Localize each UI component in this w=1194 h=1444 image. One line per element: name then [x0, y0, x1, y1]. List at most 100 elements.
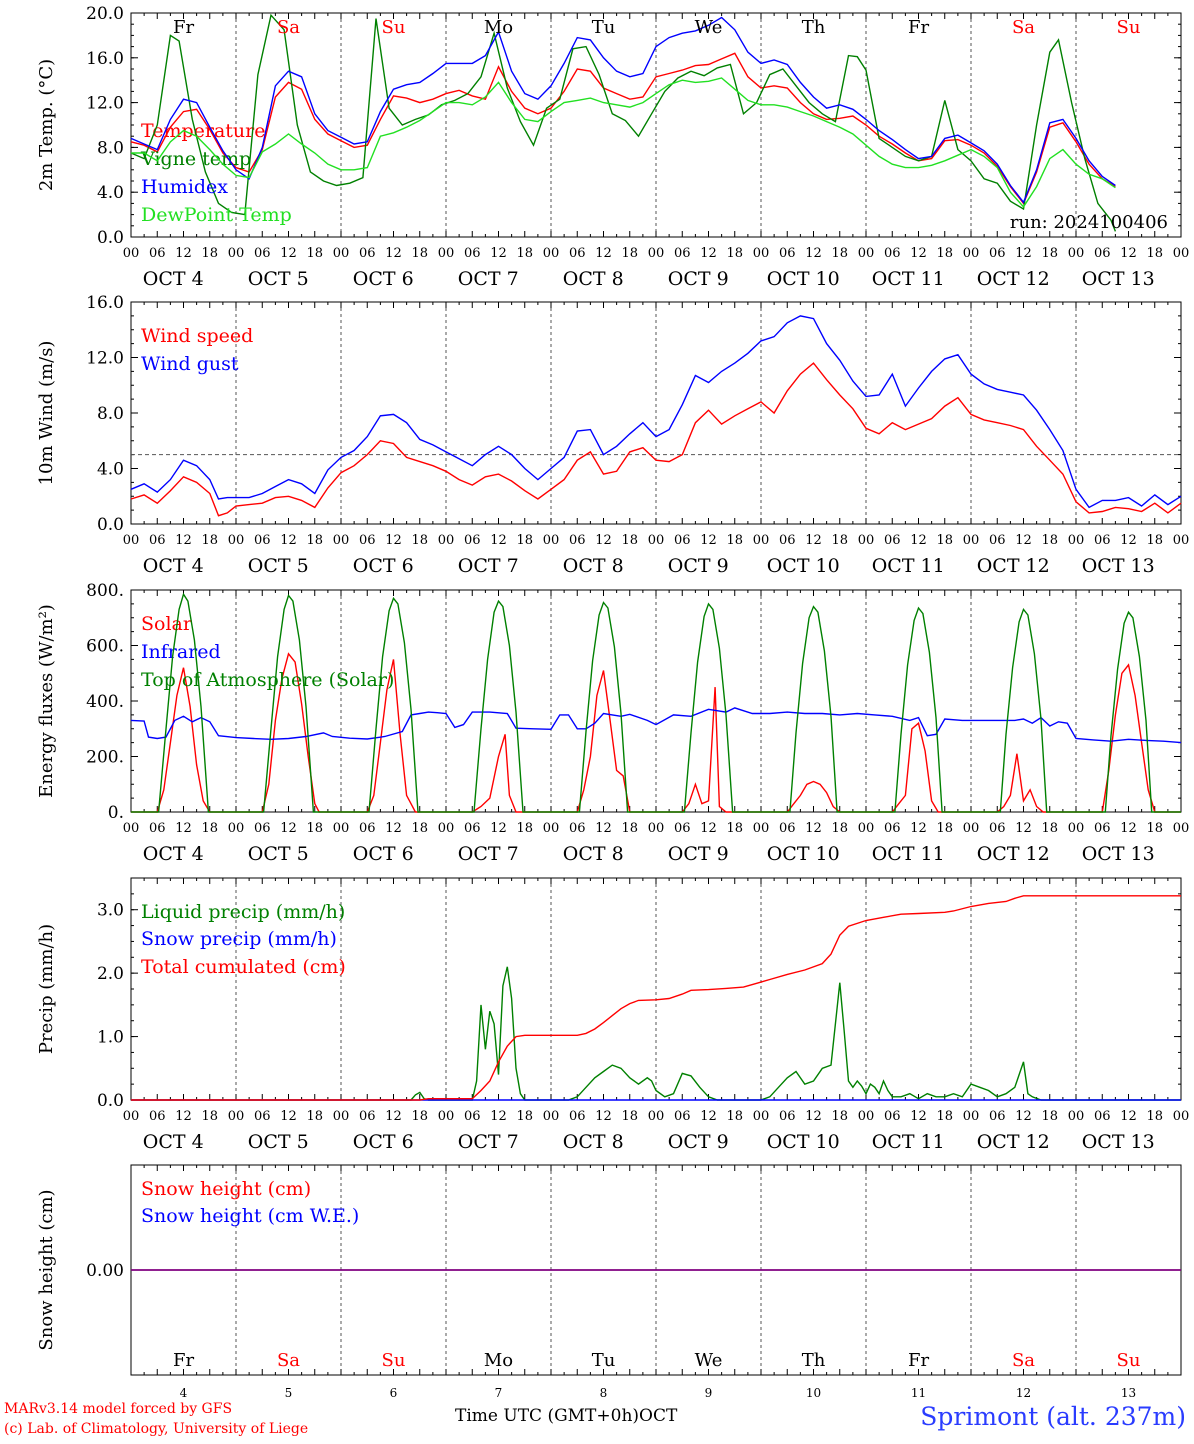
y-tick-label: 3.0	[97, 901, 124, 921]
y-tick-label: 20.0	[86, 4, 124, 24]
date-label: OCT 10	[767, 268, 840, 290]
hour-label: 00	[123, 246, 140, 261]
credit-model: MARv3.14 model forced by GFS	[4, 1401, 233, 1417]
hour-label: 06	[149, 533, 166, 548]
legend-entry: Liquid precip (mm/h)	[141, 901, 345, 923]
day-name: Sa	[1012, 1350, 1035, 1371]
hour-label: 12	[490, 1109, 507, 1124]
hour-label: 12	[1015, 821, 1032, 836]
date-label: OCT 10	[767, 555, 840, 577]
hour-label: 12	[1120, 821, 1137, 836]
hour-label: 06	[359, 533, 376, 548]
hour-label: 12	[805, 821, 822, 836]
hour-label: 18	[726, 533, 743, 548]
date-label: OCT 13	[1082, 843, 1155, 865]
hour-label: 18	[516, 821, 533, 836]
hour-label: 06	[1094, 821, 1111, 836]
day-number: 10	[806, 1386, 821, 1400]
hour-label: 18	[1146, 533, 1163, 548]
hour-label: 12	[805, 1109, 822, 1124]
hour-label: 18	[306, 821, 323, 836]
day-name: Fr	[908, 17, 929, 38]
date-label: OCT 5	[248, 843, 309, 865]
day-name: Fr	[173, 17, 194, 38]
day-name: We	[695, 1350, 723, 1371]
hour-label: 12	[490, 246, 507, 261]
date-label: OCT 12	[977, 555, 1050, 577]
hour-label: 12	[175, 246, 192, 261]
hour-label: 18	[936, 246, 953, 261]
hour-label: 00	[858, 246, 875, 261]
legend-entry: Wind speed	[141, 325, 253, 347]
day-number: 4	[180, 1386, 188, 1400]
hour-label: 12	[700, 533, 717, 548]
legend-entry: Snow height (cm W.E.)	[141, 1205, 359, 1227]
hour-label: 12	[1120, 1109, 1137, 1124]
hour-label: 06	[884, 246, 901, 261]
hour-label: 12	[280, 821, 297, 836]
date-label: OCT 8	[563, 1131, 624, 1153]
date-label: OCT 7	[458, 555, 519, 577]
legend-entry: DewPoint Temp	[141, 204, 292, 226]
hour-label: 06	[884, 821, 901, 836]
hour-label: 00	[1068, 821, 1085, 836]
hour-label: 06	[674, 1109, 691, 1124]
hour-label: 06	[674, 821, 691, 836]
hour-label: 00	[1068, 533, 1085, 548]
hour-label: 00	[963, 533, 980, 548]
hour-label: 18	[516, 533, 533, 548]
date-label: OCT 13	[1082, 555, 1155, 577]
panel-3: 0. 200. 400. 600. 800. Energy fluxes (W/m²) So…	[36, 581, 1189, 865]
date-label: OCT 7	[458, 843, 519, 865]
hour-label: 06	[674, 533, 691, 548]
legend-entry: Infrared	[141, 641, 221, 663]
hour-label: 00	[228, 246, 245, 261]
hour-label: 06	[359, 1109, 376, 1124]
hour-label: 12	[385, 533, 402, 548]
day-name: Su	[382, 1350, 406, 1371]
hour-label: 06	[149, 1109, 166, 1124]
day-name: Mo	[484, 17, 513, 38]
y-tick-label: 0.	[108, 803, 124, 823]
hour-label: 06	[569, 1109, 586, 1124]
date-label: OCT 12	[977, 843, 1050, 865]
hour-label: 18	[306, 246, 323, 261]
hour-label: 00	[1173, 1109, 1190, 1124]
date-label: OCT 11	[872, 1131, 945, 1153]
day-number: 9	[705, 1386, 713, 1400]
hour-label: 18	[306, 1109, 323, 1124]
x-axis-title: Time UTC (GMT+0h)OCT	[455, 1406, 677, 1426]
hour-label: 18	[1146, 246, 1163, 261]
hour-label: 06	[254, 1109, 271, 1124]
date-label: OCT 13	[1082, 268, 1155, 290]
hour-label: 00	[438, 246, 455, 261]
hour-label: 06	[989, 533, 1006, 548]
date-label: OCT 9	[668, 555, 729, 577]
y-tick-label: 2.0	[97, 964, 124, 984]
y-tick-label: 8.0	[97, 404, 124, 424]
hour-label: 00	[333, 821, 350, 836]
hour-label: 00	[1068, 1109, 1085, 1124]
y-tick-label: 200.	[86, 748, 124, 768]
hour-label: 12	[805, 533, 822, 548]
hour-label: 12	[280, 1109, 297, 1124]
hour-label: 00	[543, 533, 560, 548]
hour-label: 00	[438, 1109, 455, 1124]
date-label: OCT 8	[563, 555, 624, 577]
date-label: OCT 5	[248, 555, 309, 577]
hour-label: 12	[910, 246, 927, 261]
credit-lab: (c) Lab. of Climatology, University of L…	[4, 1421, 309, 1437]
hour-label: 12	[595, 1109, 612, 1124]
date-label: OCT 11	[872, 268, 945, 290]
date-label: OCT 5	[248, 268, 309, 290]
legend-entry: Solar	[141, 613, 193, 635]
hour-label: 12	[595, 821, 612, 836]
hour-label: 06	[254, 246, 271, 261]
y-tick-label: 800.	[86, 581, 124, 601]
hour-label: 18	[411, 821, 428, 836]
hour-label: 12	[910, 821, 927, 836]
day-number: 7	[495, 1386, 503, 1400]
hour-label: 18	[621, 821, 638, 836]
hour-label: 06	[569, 821, 586, 836]
